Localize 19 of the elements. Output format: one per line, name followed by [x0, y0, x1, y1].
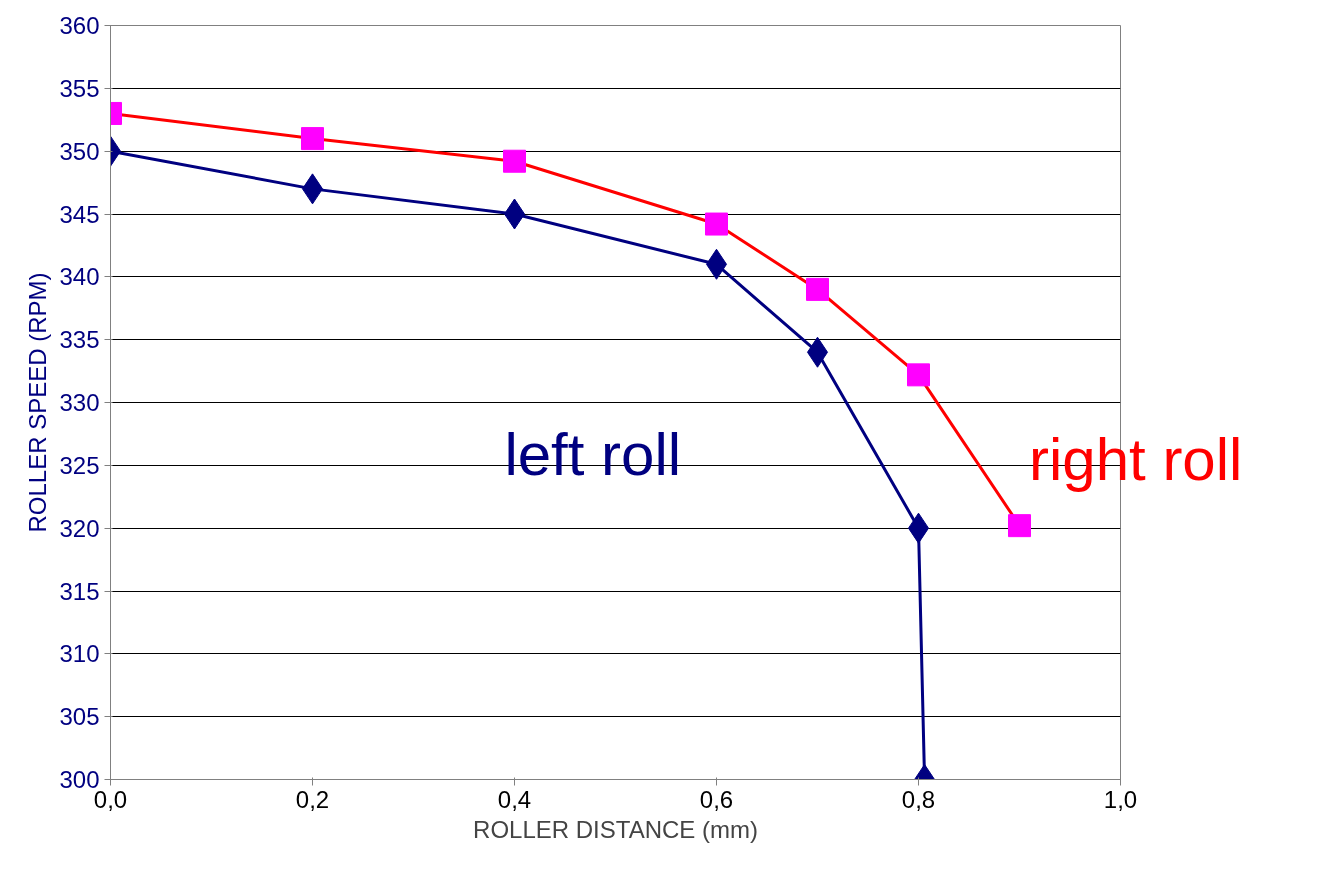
x-axis-title: ROLLER DISTANCE (mm) — [473, 815, 758, 843]
y-tick-label: 305 — [59, 703, 100, 731]
x-tick-label: 0,4 — [497, 785, 532, 813]
y-tick-label: 360 — [59, 12, 100, 39]
y-tick-label: 350 — [59, 137, 100, 165]
x-tick-label: 1,0 — [1103, 785, 1138, 813]
x-tick-label: 0,8 — [901, 785, 936, 813]
x-tick-label: 0,2 — [295, 785, 330, 813]
x-tick-label: 0,6 — [699, 785, 734, 813]
y-tick-label: 330 — [59, 389, 100, 416]
y-tick-label: 335 — [59, 326, 100, 354]
y-tick-label: 310 — [59, 640, 100, 668]
y-tick-label: 325 — [59, 451, 100, 479]
y-tick-label: 315 — [59, 577, 100, 605]
y-axis-title: ROLLER SPEED (RPM) — [24, 272, 52, 533]
y-tick-label: 320 — [59, 514, 100, 542]
y-tick-label: 345 — [59, 200, 100, 228]
y-tick-label: 340 — [59, 263, 100, 291]
y-tick-label: 355 — [59, 74, 100, 102]
